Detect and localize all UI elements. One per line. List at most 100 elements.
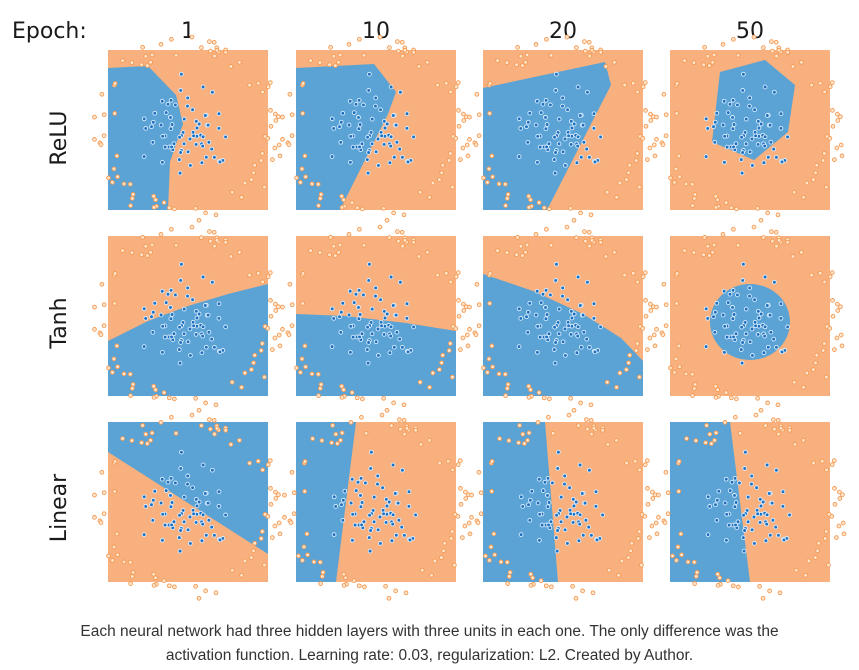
blue-point: [537, 537, 542, 543]
orange-point: [239, 194, 244, 200]
blue-point: [350, 537, 355, 543]
blue-point: [393, 312, 399, 318]
blue-point: [181, 141, 187, 147]
orange-point: [403, 590, 409, 596]
blue-point: [524, 124, 529, 130]
orange-point: [643, 108, 648, 113]
panel-linear-epoch-20: [469, 412, 660, 601]
orange-point: [280, 114, 285, 120]
orange-point: [580, 588, 585, 594]
blue-point: [205, 312, 211, 318]
blue-point: [375, 473, 381, 479]
panel-relu-epoch-10: [280, 34, 471, 223]
blue-point: [553, 88, 559, 93]
orange-point: [276, 492, 281, 498]
blue-point: [587, 344, 592, 350]
orange-point: [461, 111, 466, 117]
blue-point: [150, 119, 156, 125]
orange-point: [203, 400, 208, 406]
blue-point: [379, 133, 384, 139]
orange-point: [489, 343, 495, 349]
blue-point: [205, 122, 211, 128]
blue-point: [200, 462, 206, 468]
blue-point: [141, 532, 147, 537]
blue-point: [722, 133, 728, 139]
blue-point: [152, 300, 158, 306]
orange-point: [399, 229, 405, 235]
blue-point: [346, 122, 352, 128]
orange-point: [774, 53, 779, 59]
orange-point: [456, 123, 462, 129]
orange-point: [674, 271, 680, 276]
orange-point: [166, 395, 172, 401]
orange-point: [528, 583, 534, 588]
orange-point: [515, 235, 520, 240]
orange-point: [624, 177, 629, 182]
orange-point: [401, 402, 407, 408]
blue-point: [571, 311, 577, 317]
orange-point: [400, 243, 405, 249]
orange-point: [469, 492, 474, 498]
orange-point: [298, 370, 303, 375]
orange-point: [506, 438, 512, 443]
orange-point: [767, 588, 772, 594]
orange-point: [663, 112, 669, 118]
blue-region: [296, 422, 356, 582]
blue-point: [149, 314, 154, 320]
orange-point: [709, 441, 714, 446]
orange-point: [691, 250, 697, 255]
blue-point: [762, 84, 768, 90]
orange-point: [635, 536, 641, 541]
blue-point: [359, 522, 364, 528]
orange-point: [587, 53, 592, 59]
orange-point: [504, 559, 510, 565]
orange-point: [485, 370, 490, 375]
blue-point: [397, 146, 403, 152]
orange-point: [834, 145, 840, 151]
orange-point: [643, 313, 649, 319]
blue-point: [339, 502, 344, 508]
blue-point: [577, 521, 583, 527]
orange-point: [302, 343, 308, 349]
blue-point: [150, 309, 156, 315]
orange-point: [455, 80, 461, 85]
orange-point: [827, 326, 833, 331]
orange-point: [770, 238, 775, 244]
orange-point: [685, 559, 691, 565]
blue-point: [200, 521, 206, 527]
orange-point: [823, 529, 829, 534]
orange-point: [837, 496, 843, 501]
orange-point: [758, 407, 764, 413]
orange-point: [588, 212, 594, 218]
orange-point: [489, 489, 495, 494]
blue-point: [203, 154, 209, 160]
orange-point: [265, 84, 271, 90]
orange-point: [710, 59, 715, 65]
blue-point: [202, 113, 208, 118]
orange-point: [524, 242, 530, 248]
orange-point: [837, 489, 842, 495]
orange-point: [839, 153, 845, 159]
orange-point: [273, 118, 279, 123]
orange-point: [270, 347, 275, 352]
orange-point: [813, 555, 818, 560]
orange-point: [259, 341, 265, 346]
blue-point: [356, 305, 361, 310]
blue-point: [732, 504, 738, 510]
orange-point: [129, 250, 135, 255]
orange-point: [713, 395, 719, 400]
orange-point: [668, 175, 673, 181]
orange-point: [251, 170, 256, 176]
blue-region: [296, 64, 396, 210]
orange-point: [760, 595, 766, 601]
orange-point: [111, 544, 117, 550]
blue-point: [537, 144, 543, 150]
orange-point: [455, 270, 461, 275]
orange-point: [790, 254, 796, 259]
orange-point: [836, 523, 842, 529]
blue-point: [526, 502, 531, 508]
orange-point: [816, 540, 822, 546]
decision-boundary-grid: [92, 34, 847, 601]
blue-point: [594, 537, 600, 543]
orange-point: [317, 196, 323, 201]
